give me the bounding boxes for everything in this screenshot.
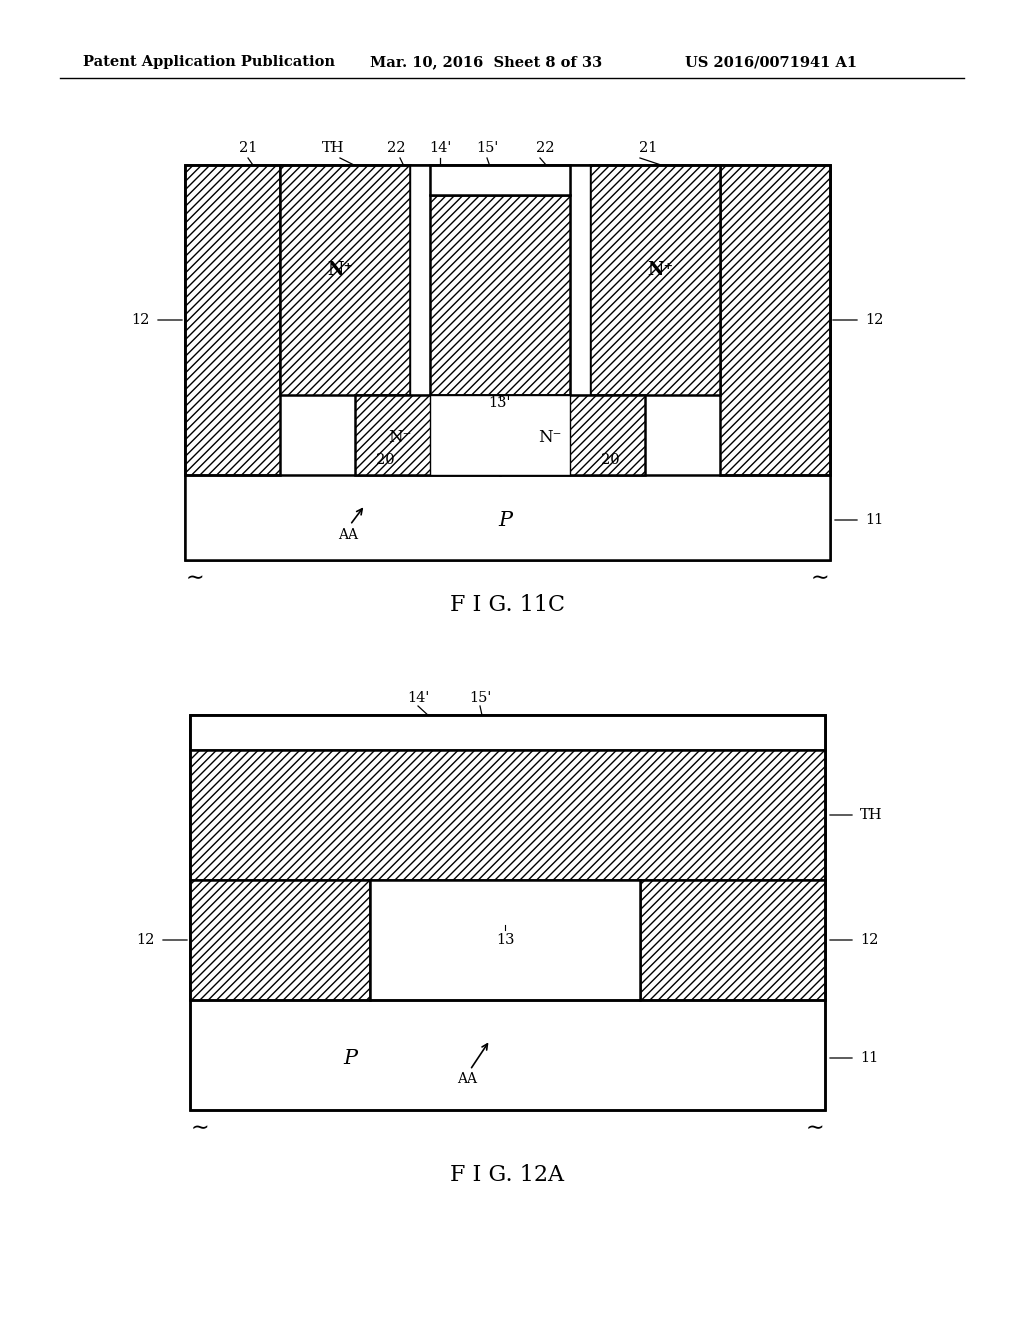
Bar bbox=[570, 165, 590, 395]
Bar bbox=[640, 880, 825, 1001]
Bar bbox=[185, 475, 830, 560]
Text: 20: 20 bbox=[376, 453, 394, 467]
Bar bbox=[190, 715, 825, 750]
Text: ∼: ∼ bbox=[811, 568, 829, 587]
Text: US 2016/0071941 A1: US 2016/0071941 A1 bbox=[685, 55, 857, 69]
Text: 11: 11 bbox=[865, 513, 884, 527]
Bar bbox=[190, 750, 825, 880]
Text: AA: AA bbox=[457, 1072, 477, 1086]
Text: 13': 13' bbox=[488, 396, 511, 411]
Bar bbox=[280, 165, 410, 395]
Text: 21: 21 bbox=[239, 141, 257, 154]
Text: TH: TH bbox=[860, 808, 883, 822]
Bar bbox=[590, 165, 720, 395]
Text: 14': 14' bbox=[429, 141, 452, 154]
Text: F I G. 12A: F I G. 12A bbox=[450, 1164, 564, 1185]
Text: ∼: ∼ bbox=[185, 568, 205, 587]
Text: 15': 15' bbox=[469, 690, 492, 705]
Text: N⁺: N⁺ bbox=[327, 261, 353, 279]
Bar bbox=[190, 715, 825, 1110]
Bar bbox=[430, 395, 570, 475]
Text: N⁻: N⁻ bbox=[539, 429, 562, 446]
Text: 12: 12 bbox=[860, 933, 879, 946]
Bar bbox=[430, 165, 570, 195]
Bar bbox=[720, 165, 830, 475]
Bar bbox=[190, 715, 825, 1110]
Text: 20: 20 bbox=[601, 453, 620, 467]
Bar bbox=[185, 165, 830, 560]
Text: P: P bbox=[343, 1048, 357, 1068]
Text: F I G. 11C: F I G. 11C bbox=[450, 594, 564, 616]
Bar bbox=[370, 880, 640, 1001]
Text: 14': 14' bbox=[407, 690, 429, 705]
Text: 22: 22 bbox=[387, 141, 406, 154]
Text: ∼: ∼ bbox=[806, 1118, 824, 1138]
Text: AA: AA bbox=[338, 528, 358, 543]
Text: 13: 13 bbox=[496, 933, 514, 946]
Text: Mar. 10, 2016  Sheet 8 of 33: Mar. 10, 2016 Sheet 8 of 33 bbox=[370, 55, 602, 69]
Bar bbox=[190, 880, 370, 1001]
Text: TH: TH bbox=[322, 141, 344, 154]
Bar bbox=[410, 165, 430, 395]
Text: 21: 21 bbox=[639, 141, 657, 154]
Bar bbox=[355, 395, 500, 475]
Text: 11: 11 bbox=[860, 1051, 879, 1065]
Text: Patent Application Publication: Patent Application Publication bbox=[83, 55, 335, 69]
Bar bbox=[430, 195, 570, 395]
Bar bbox=[500, 395, 645, 475]
Text: ∼: ∼ bbox=[190, 1118, 209, 1138]
Text: N⁺: N⁺ bbox=[647, 261, 673, 279]
Text: 12: 12 bbox=[132, 313, 150, 327]
Text: 12: 12 bbox=[136, 933, 155, 946]
Text: 22: 22 bbox=[536, 141, 554, 154]
Bar bbox=[185, 165, 830, 560]
Text: 15': 15' bbox=[476, 141, 499, 154]
Text: P: P bbox=[498, 511, 512, 529]
Text: N⁻: N⁻ bbox=[388, 429, 412, 446]
Bar bbox=[185, 165, 280, 475]
Text: 12: 12 bbox=[865, 313, 884, 327]
